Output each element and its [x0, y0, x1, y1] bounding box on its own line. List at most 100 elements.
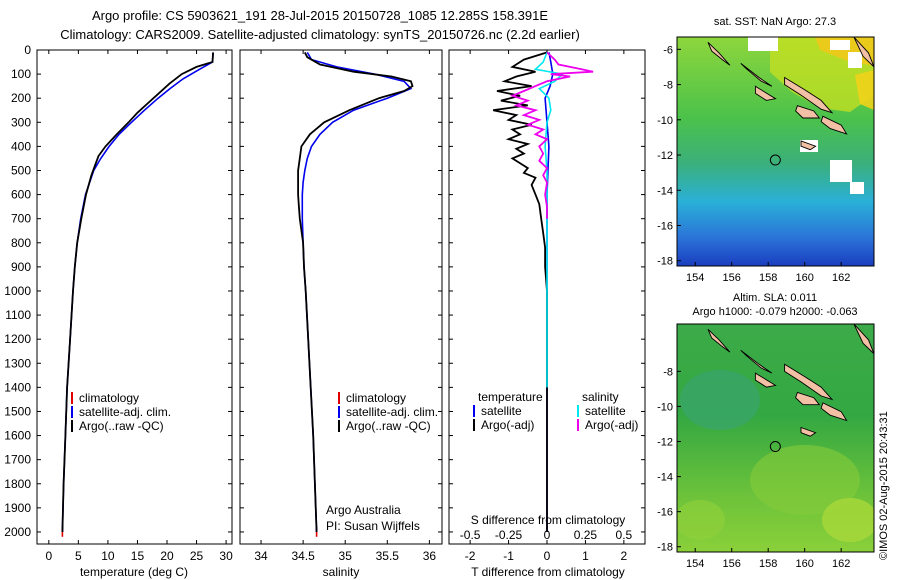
sst-map-frame: [676, 36, 875, 267]
x-tick-label: 0: [544, 549, 551, 563]
series-line-temperature-argo-adj-: [493, 51, 548, 532]
island-landmass: [820, 402, 848, 422]
sst-missing-data: [830, 40, 850, 50]
map-y-tick-label: -10: [657, 115, 673, 127]
series-line-satellite-adj-clim-: [301, 51, 413, 533]
map-x-tick-label: 158: [759, 272, 777, 284]
x-tick-label: 35.5: [376, 549, 400, 563]
x-tick-label: 0: [45, 549, 52, 563]
depth-tick-label: 1000: [4, 284, 31, 298]
map-x-tick-label: 160: [796, 558, 814, 570]
map-y-tick-label: -16: [657, 507, 673, 519]
map-x-tick-label: 156: [723, 272, 741, 284]
x-tick-label: 20: [160, 549, 174, 563]
island-landmass: [800, 426, 817, 437]
depth-tick-label: 300: [11, 115, 31, 129]
map-y-tick-label: -12: [657, 150, 673, 162]
sst-missing-data: [830, 160, 852, 182]
map-y-tick-label: -12: [657, 437, 673, 449]
island-landmass: [754, 85, 777, 101]
map-x-tick-label: 158: [759, 558, 777, 570]
sst-hot-region-east: [855, 70, 874, 110]
depth-tick-label: 1900: [4, 501, 31, 515]
series-line-argo-raw-qc-: [61, 52, 214, 533]
x-tick-label: 34.5: [291, 549, 315, 563]
series-line-salinity-argo-adj-: [509, 51, 594, 219]
series-line-satellite-adj-clim-: [61, 52, 214, 533]
map-y-tick-label: -8: [663, 80, 673, 92]
x-tick-label: 25: [190, 549, 204, 563]
x-tick-label: 5: [75, 549, 82, 563]
salinity-annotation-line2: PI: Susan Wijffels: [326, 519, 420, 533]
s-tick-label: 0.5: [616, 528, 633, 542]
depth-tick-label: 1700: [4, 453, 31, 467]
map-x-tick-label: 156: [723, 558, 741, 570]
depth-tick-label: 1400: [4, 380, 31, 394]
map-y-tick-label: -6: [663, 44, 673, 56]
x-tick-label: -1: [503, 549, 514, 563]
depth-tick-label: 200: [11, 91, 31, 105]
depth-tick-label: 1500: [4, 404, 31, 418]
legend-label: Argo(-adj): [585, 418, 638, 432]
depth-tick-label: 800: [11, 236, 31, 250]
legend-label: climatology: [79, 391, 139, 405]
x-tick-label: 35: [339, 549, 353, 563]
depth-tick-label: 1100: [5, 308, 31, 322]
sst-map-title: sat. SST: NaN Argo: 27.3: [714, 16, 836, 28]
temperature-axes-box: [36, 49, 233, 545]
sla-high-region: [822, 498, 874, 542]
depth-tick-label: 100: [11, 67, 31, 81]
island-landmass: [707, 41, 731, 66]
s-tick-label: 0: [544, 528, 551, 542]
s-difference-label: S difference from climatology: [471, 513, 626, 527]
depth-tick-label: 2000: [4, 525, 31, 539]
difference-panel: -2 -1 0 1 2 -0.5 -0.25 0 0.25 0.5 temperaturesat…: [448, 49, 646, 579]
legend-label: climatology: [346, 391, 406, 405]
x-tick-label: 36: [423, 549, 437, 563]
s-tick-label: -0.25: [495, 528, 523, 542]
sst-map: sat. SST: NaN Argo: 27.3 154 156 158 160 162…: [657, 16, 875, 284]
map-y-tick-label: -10: [657, 401, 673, 413]
depth-tick-label: 600: [11, 188, 31, 202]
legend-label: Argo(..raw -QC): [346, 419, 431, 433]
depth-tick-label: 1800: [4, 477, 31, 491]
difference-xlabel: T difference from climatology: [471, 565, 625, 579]
x-tick-label: 10: [101, 549, 115, 563]
island-landmass: [853, 37, 874, 68]
island-landmass: [795, 105, 821, 119]
credit-text: ©IMOS 02-Aug-2015 20:43:31: [878, 411, 890, 560]
salinity-annotation-line1: Argo Australia: [326, 503, 401, 517]
island-landmass: [853, 324, 874, 355]
salinity-xlabel: salinity: [323, 565, 360, 579]
legend-header: temperature: [478, 390, 543, 404]
sst-missing-data: [748, 37, 778, 51]
island-landmass: [820, 115, 848, 135]
legend-label: satellite-adj. clim.: [346, 405, 438, 419]
series-line-salinity-satellite: [533, 52, 565, 388]
sla-map-frame: [676, 323, 875, 553]
legend-label: Argo(-adj): [481, 418, 534, 432]
sla-map-title-line1: Altim. SLA: 0.011: [733, 292, 817, 304]
series-line-argo-raw-qc-: [297, 51, 414, 533]
sla-low-region: [680, 370, 760, 430]
s-tick-label: -0.5: [460, 528, 481, 542]
x-tick-label: 30: [219, 549, 233, 563]
island-landmass: [740, 349, 773, 374]
legend-label: satellite: [585, 404, 626, 418]
map-x-tick-label: 162: [832, 272, 850, 284]
argo-location-marker: [769, 441, 781, 453]
island-landmass: [707, 328, 731, 353]
map-y-tick-label: -14: [657, 472, 673, 484]
legend-header: salinity: [582, 390, 619, 404]
depth-tick-label: 0: [24, 43, 31, 57]
temperature-xlabel: temperature (deg C): [80, 565, 188, 579]
sla-high-region: [750, 445, 860, 515]
island-landmass: [784, 76, 834, 114]
island-landmass: [800, 140, 817, 151]
depth-tick-label: 700: [11, 212, 31, 226]
depth-tick-label: 1300: [4, 356, 31, 370]
legend-label: Argo(..raw -QC): [79, 419, 164, 433]
sla-map-title-line2: Argo h1000: -0.079 h2000: -0.063: [692, 306, 857, 318]
x-tick-label: 34: [254, 549, 268, 563]
